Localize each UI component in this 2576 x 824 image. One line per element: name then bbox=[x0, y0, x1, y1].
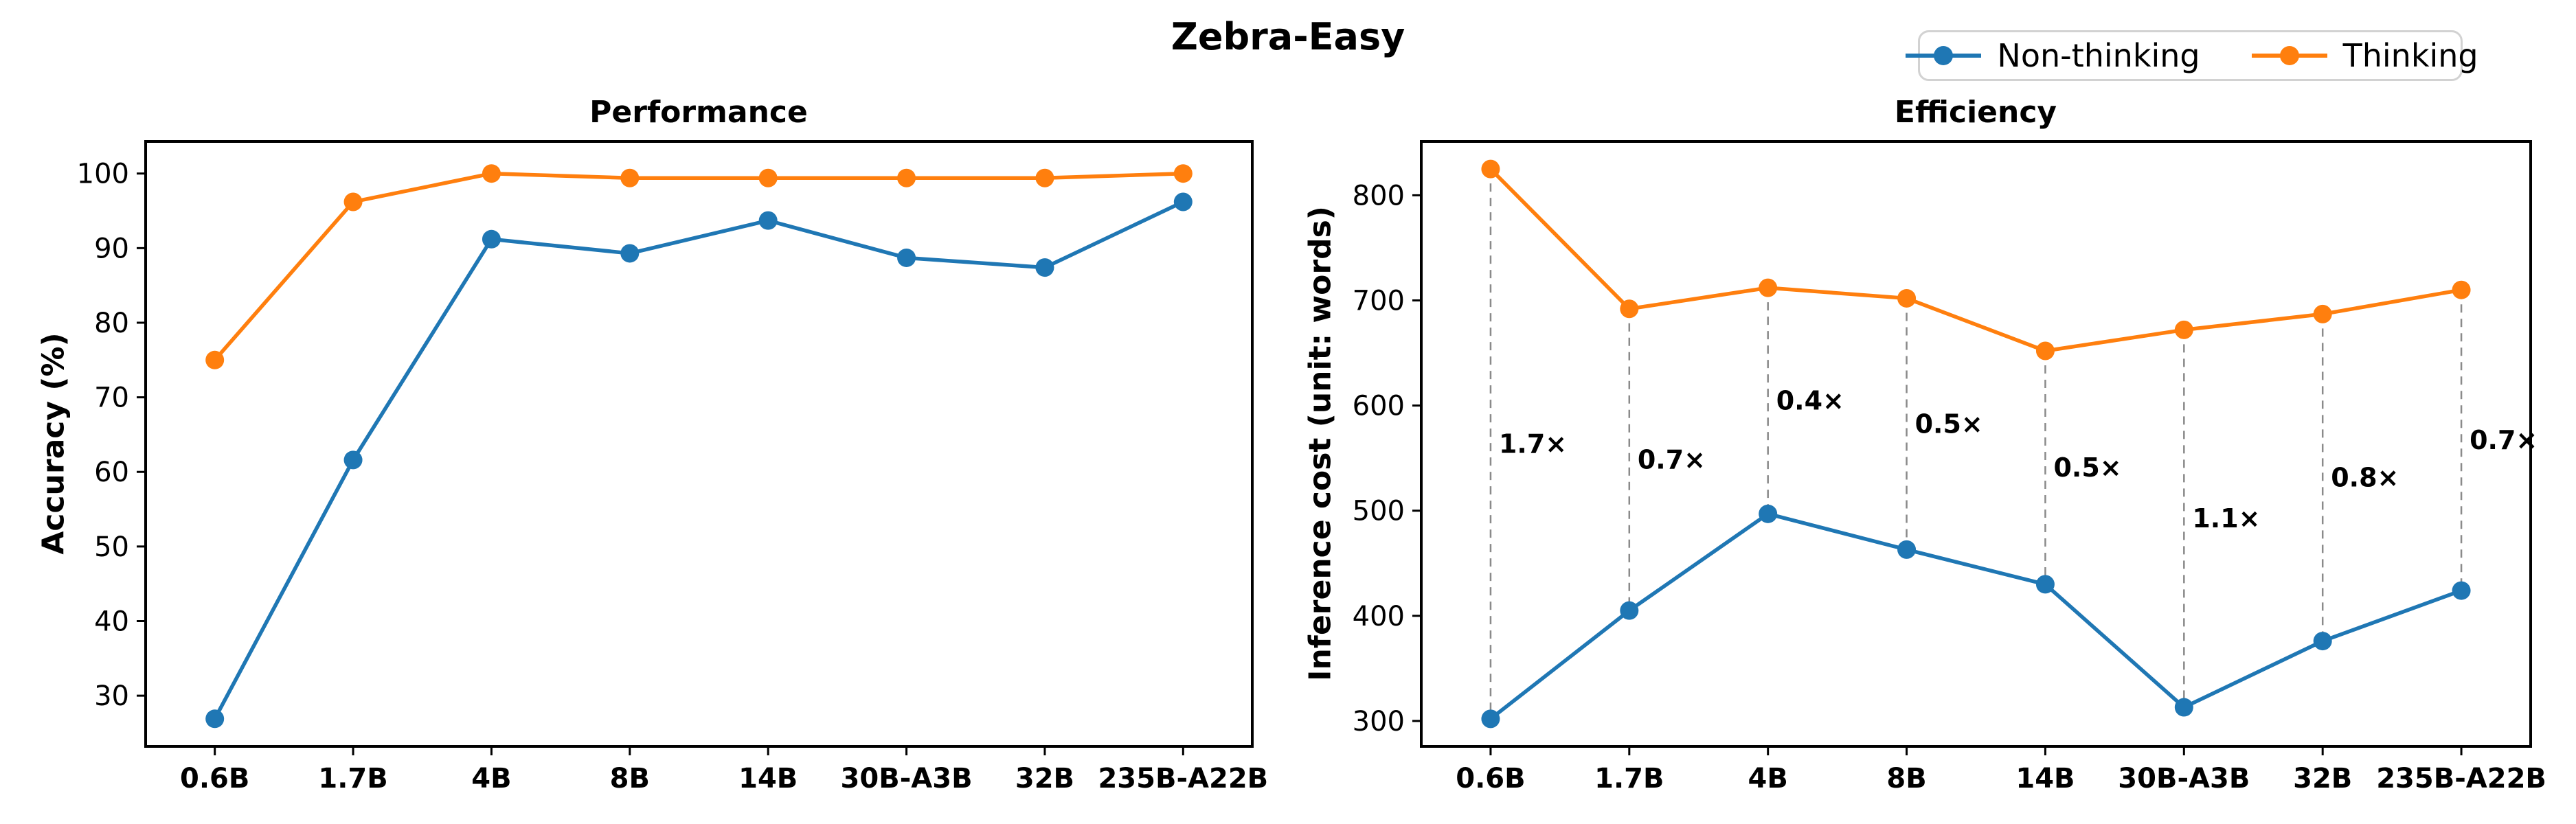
non-thinking-point-14B bbox=[2035, 575, 2055, 594]
thinking-point-32B bbox=[1035, 168, 1054, 187]
thinking-point-235B-A22B bbox=[2452, 280, 2471, 299]
thinking-point-1.7B bbox=[1620, 299, 1639, 319]
y-tick-label: 90 bbox=[94, 233, 129, 264]
x-tick-label: 235B-A22B bbox=[1098, 763, 1268, 794]
y-tick-label: 300 bbox=[1353, 706, 1405, 737]
x-tick-label: 0.6B bbox=[1456, 763, 1525, 794]
non-thinking-point-4B bbox=[482, 229, 501, 249]
y-tick-label: 700 bbox=[1353, 286, 1405, 317]
y-tick-label: 60 bbox=[94, 457, 129, 488]
non-thinking-point-235B-A22B bbox=[1173, 192, 1193, 211]
figure-title: Zebra-Easy bbox=[1171, 15, 1405, 58]
legend-label-non-thinking: Non-thinking bbox=[1997, 37, 2200, 74]
thinking-point-32B bbox=[2313, 304, 2332, 323]
y-tick-label: 500 bbox=[1353, 496, 1405, 527]
thinking-point-30B-A3B bbox=[897, 168, 916, 187]
cost-ratio-label: 1.1× bbox=[2192, 503, 2260, 534]
non-thinking-point-32B bbox=[2313, 632, 2332, 651]
thinking-point-235B-A22B bbox=[1173, 164, 1193, 183]
x-tick-label: 8B bbox=[610, 763, 650, 794]
non-thinking-point-30B-A3B bbox=[2174, 698, 2193, 717]
thinking-point-14B bbox=[2035, 341, 2055, 360]
x-tick-label: 14B bbox=[738, 763, 798, 794]
y-tick-label: 600 bbox=[1353, 391, 1405, 422]
legend: Non-thinking Thinking bbox=[1906, 30, 2478, 81]
non-thinking-point-14B bbox=[758, 211, 778, 230]
x-tick-label: 32B bbox=[1015, 763, 1074, 794]
performance-panel: 30 40 50 60 70 80 90 100 0.6B 1.7B 4B 8B 14B 30B-A3B 3… bbox=[77, 140, 1268, 794]
thinking-point-8B bbox=[1897, 288, 1917, 308]
thinking-point-0.6B bbox=[1481, 159, 1500, 179]
axes-spines bbox=[144, 140, 1254, 748]
cost-ratio-label: 0.4× bbox=[1776, 386, 1844, 416]
y-tick-label: 50 bbox=[94, 531, 129, 563]
non-thinking-point-30B-A3B bbox=[897, 248, 916, 267]
x-tick-label: 1.7B bbox=[318, 763, 387, 794]
x-tick-label: 30B-A3B bbox=[2118, 763, 2250, 794]
efficiency-panel: 300 400 500 600 700 800 0.6B 1.7B 4B 8B 14B 30B-A3B… bbox=[1353, 140, 2546, 794]
non-thinking-point-8B bbox=[1897, 540, 1917, 559]
cost-ratio-label: 1.7× bbox=[1499, 429, 1567, 459]
cost-ratio-label: 0.5× bbox=[1915, 409, 1983, 439]
cost-ratio-label: 0.7× bbox=[2470, 425, 2538, 455]
x-tick-label: 30B-A3B bbox=[841, 763, 973, 794]
thinking-line bbox=[1489, 167, 2463, 353]
thinking-point-1.7B bbox=[343, 192, 363, 211]
thinking-point-8B bbox=[620, 168, 640, 187]
thinking-point-14B bbox=[758, 168, 778, 187]
thinking-point-30B-A3B bbox=[2174, 320, 2193, 339]
non-thinking-point-1.7B bbox=[1620, 601, 1639, 620]
y-tick-label: 100 bbox=[77, 159, 129, 190]
thinking-line bbox=[212, 171, 1186, 363]
legend-item-non-thinking: Non-thinking bbox=[1902, 37, 2200, 74]
non-thinking-point-0.6B bbox=[205, 709, 225, 729]
x-tick-label: 235B-A22B bbox=[2376, 763, 2546, 794]
axes-spines bbox=[1420, 140, 2532, 748]
performance-title: Performance bbox=[589, 95, 808, 130]
non-thinking-point-0.6B bbox=[1481, 709, 1500, 729]
y-tick-label: 40 bbox=[94, 606, 129, 637]
thinking-point-4B bbox=[1759, 278, 1778, 297]
y-tick-label: 800 bbox=[1353, 180, 1405, 211]
thinking-line-marker-icon bbox=[2251, 46, 2327, 65]
x-tick-label: 8B bbox=[1886, 763, 1926, 794]
x-tick-label: 4B bbox=[1748, 763, 1788, 794]
y-tick-label: 70 bbox=[94, 382, 129, 414]
x-tick-label: 0.6B bbox=[180, 763, 249, 794]
x-tick-label: 32B bbox=[2293, 763, 2352, 794]
y-tick-label: 80 bbox=[94, 308, 129, 339]
efficiency-title: Efficiency bbox=[1894, 95, 2057, 130]
non-thinking-line-marker-icon bbox=[1906, 46, 1982, 65]
x-tick-label: 4B bbox=[471, 763, 511, 794]
thinking-point-0.6B bbox=[205, 350, 225, 369]
legend-item-thinking: Thinking bbox=[2248, 37, 2478, 74]
cost-ratio-label: 0.7× bbox=[1638, 444, 1706, 474]
x-tick-label: 14B bbox=[2015, 763, 2075, 794]
y-tick-label: 400 bbox=[1353, 601, 1405, 632]
non-thinking-point-4B bbox=[1759, 504, 1778, 523]
non-thinking-point-32B bbox=[1035, 258, 1054, 277]
non-thinking-line bbox=[1489, 512, 2463, 721]
non-thinking-point-1.7B bbox=[343, 450, 363, 470]
non-thinking-point-235B-A22B bbox=[2452, 581, 2471, 600]
cost-ratio-label: 0.8× bbox=[2331, 462, 2399, 492]
cost-ratio-label: 0.5× bbox=[2053, 453, 2121, 483]
x-tick-label: 1.7B bbox=[1594, 763, 1664, 794]
thinking-point-4B bbox=[482, 164, 501, 183]
non-thinking-line bbox=[212, 200, 1186, 721]
non-thinking-point-8B bbox=[620, 244, 640, 263]
y-tick-label: 30 bbox=[94, 680, 129, 712]
legend-label-thinking: Thinking bbox=[2342, 37, 2478, 74]
